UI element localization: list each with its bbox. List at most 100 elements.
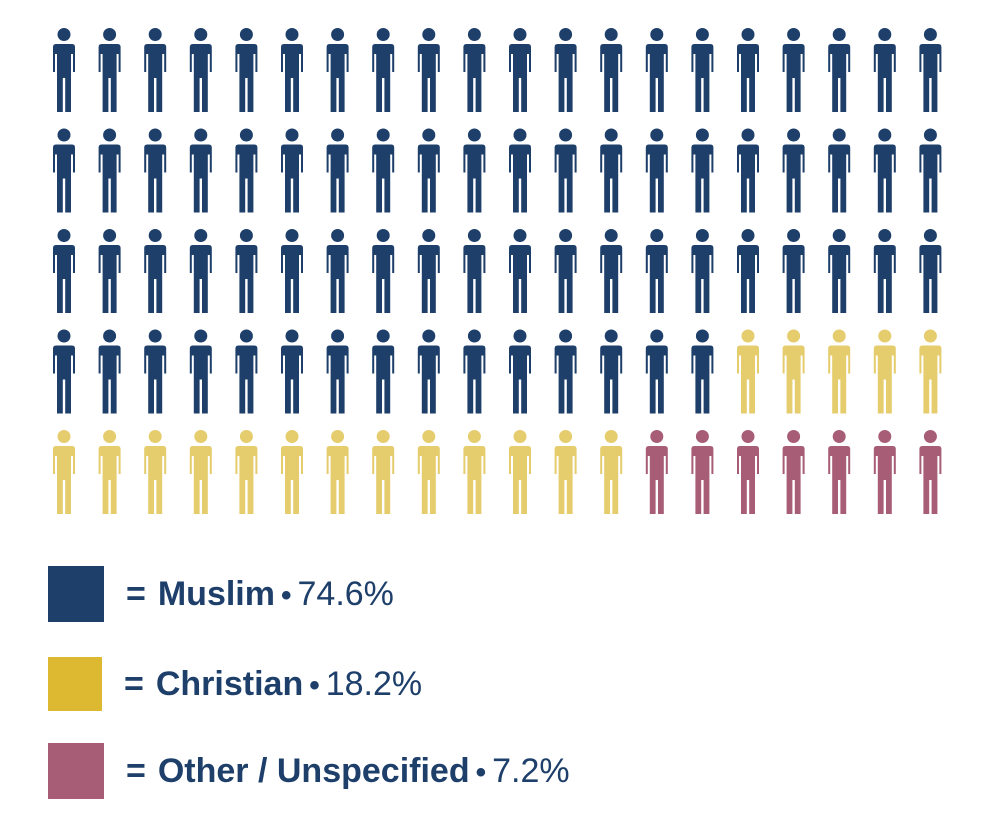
person-icon-muslim (417, 28, 440, 112)
legend-item-other: = Other / Unspecified • 7.2% (48, 742, 948, 800)
person-icon-christian (98, 430, 121, 514)
person-icon-christian (600, 430, 623, 514)
person-icon-muslim (919, 128, 942, 213)
person-icon-muslim (98, 229, 121, 313)
person-icon-muslim (691, 28, 714, 112)
person-icon-muslim (326, 128, 349, 213)
legend-equals: = (126, 574, 146, 613)
person-icon-other-unspecified (691, 430, 714, 514)
legend-item-christian: = Christian • 18.2% (48, 655, 948, 713)
person-icon-muslim (782, 28, 805, 112)
person-icon-muslim (53, 128, 75, 213)
person-icon-muslim (691, 329, 714, 414)
person-icon-christian (463, 430, 486, 514)
person-icon-muslim (281, 229, 303, 313)
person-icon-christian (828, 329, 851, 414)
person-icon-muslim (828, 229, 851, 313)
person-icon-christian (919, 329, 942, 414)
person-icon-muslim (919, 28, 942, 112)
legend-bullet: • (475, 755, 487, 789)
person-icon-muslim (372, 128, 395, 213)
person-icon-christian (189, 430, 212, 514)
person-icon-muslim (509, 329, 531, 414)
person-icon-muslim (600, 229, 623, 313)
person-icon-muslim (645, 329, 668, 414)
person-icon-muslim (691, 229, 714, 313)
legend-swatch-muslim (48, 566, 104, 622)
person-icon-muslim (554, 128, 577, 213)
legend-item-muslim: = Muslim • 74.6% (48, 565, 948, 623)
person-icon-muslim (919, 229, 942, 313)
person-icon-other-unspecified (919, 430, 942, 514)
person-icon-muslim (372, 28, 395, 112)
person-icon-muslim (417, 128, 440, 213)
person-icon-other-unspecified (828, 430, 851, 514)
person-icon-other-unspecified (873, 430, 896, 514)
legend-equals: = (124, 664, 144, 703)
legend-value-christian: 18.2% (325, 664, 423, 703)
person-icon-christian (417, 430, 440, 514)
person-icon-muslim (144, 329, 167, 414)
legend-bullet: • (309, 668, 320, 702)
person-icon-muslim (691, 128, 714, 213)
person-icon-other-unspecified (645, 430, 668, 514)
person-icon-muslim (873, 229, 896, 313)
person-icon-muslim (53, 28, 75, 112)
person-icon-christian (53, 430, 75, 514)
person-icon-christian (737, 329, 759, 414)
person-icon-muslim (509, 229, 531, 313)
person-icon-muslim (554, 28, 577, 112)
person-icon-muslim (828, 28, 851, 112)
person-icon-muslim (417, 329, 440, 414)
person-icon-muslim (463, 28, 486, 112)
person-icon-muslim (737, 28, 759, 112)
person-icon-muslim (189, 329, 212, 414)
person-icon-muslim (554, 229, 577, 313)
person-icon-christian (235, 430, 258, 514)
person-icon-muslim (782, 128, 805, 213)
person-icon-muslim (235, 28, 258, 112)
person-icon-muslim (189, 28, 212, 112)
person-icon-muslim (326, 229, 349, 313)
person-icon-muslim (372, 229, 395, 313)
person-icon-muslim (873, 28, 896, 112)
person-icon-muslim (645, 28, 668, 112)
legend-label-christian: Christian (155, 664, 304, 703)
person-icon-muslim (144, 229, 167, 313)
legend-equals: = (126, 751, 146, 790)
person-icon-muslim (372, 329, 395, 414)
person-icon-muslim (737, 229, 759, 313)
person-icon-other-unspecified (737, 430, 759, 514)
person-icon-muslim (463, 229, 486, 313)
person-icon-muslim (98, 128, 121, 213)
legend-label-other: Other / Unspecified (157, 751, 470, 790)
person-icon-muslim (782, 229, 805, 313)
person-icon-muslim (144, 128, 167, 213)
person-icon-muslim (463, 329, 486, 414)
legend-swatch-other (48, 743, 104, 799)
person-icon-muslim (235, 229, 258, 313)
person-icon-muslim (98, 28, 121, 112)
person-icon-muslim (645, 128, 668, 213)
person-icon-muslim (600, 329, 623, 414)
person-icon-muslim (53, 329, 75, 414)
legend-label-muslim: Muslim (157, 574, 275, 613)
person-icon-muslim (281, 28, 303, 112)
person-icon-muslim (281, 329, 303, 414)
legend-value-muslim: 74.6% (297, 574, 394, 613)
person-icon-muslim (281, 128, 303, 213)
legend-value-other: 7.2% (492, 751, 570, 790)
legend-bullet: • (280, 578, 292, 612)
person-icon-other-unspecified (782, 430, 805, 514)
person-icon-christian (326, 430, 349, 514)
person-icon-muslim (144, 28, 167, 112)
legend-swatch-christian (48, 657, 102, 711)
person-icon-christian (281, 430, 303, 514)
person-icon-muslim (873, 128, 896, 213)
person-icon-muslim (53, 229, 75, 313)
person-icon-muslim (828, 128, 851, 213)
person-icon-muslim (645, 229, 668, 313)
pictogram-chart (53, 28, 942, 514)
person-icon-muslim (509, 28, 531, 112)
person-icon-muslim (554, 329, 577, 414)
